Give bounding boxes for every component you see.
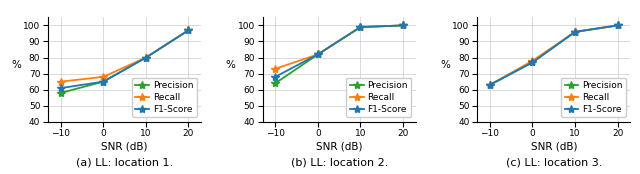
Recall (142, 57, 150, 59)
Text: (c) LL: location 3.: (c) LL: location 3. (506, 157, 602, 167)
Precision (142, 57, 150, 59)
Precision (399, 24, 407, 26)
Recall (57, 81, 65, 83)
F1-Score (99, 81, 107, 83)
Line: F1-Score: F1-Score (56, 26, 193, 92)
Y-axis label: %: % (440, 60, 451, 70)
Legend: Precision, Recall, F1-Score: Precision, Recall, F1-Score (132, 78, 196, 117)
Recall (399, 24, 407, 26)
Recall (614, 24, 621, 26)
Precision (99, 81, 107, 83)
Line: Recall: Recall (486, 21, 622, 89)
Precision (57, 92, 65, 94)
F1-Score (356, 26, 364, 28)
Legend: Precision, Recall, F1-Score: Precision, Recall, F1-Score (346, 78, 412, 117)
F1-Score (529, 61, 536, 63)
Line: F1-Score: F1-Score (271, 21, 407, 81)
X-axis label: SNR (dB): SNR (dB) (531, 141, 577, 151)
F1-Score (486, 84, 493, 86)
X-axis label: SNR (dB): SNR (dB) (101, 141, 148, 151)
Recall (356, 26, 364, 28)
Recall (572, 31, 579, 33)
F1-Score (142, 57, 150, 59)
Precision (486, 84, 493, 86)
Precision (529, 61, 536, 63)
Precision (572, 31, 579, 33)
Text: (b) LL: location 2.: (b) LL: location 2. (291, 157, 388, 167)
F1-Score (399, 24, 407, 26)
Recall (271, 68, 279, 70)
Precision (314, 53, 322, 55)
Line: Precision: Precision (271, 21, 407, 87)
Recall (99, 76, 107, 78)
Text: (a) LL: location 1.: (a) LL: location 1. (76, 157, 173, 167)
Line: Recall: Recall (56, 26, 193, 86)
Legend: Precision, Recall, F1-Score: Precision, Recall, F1-Score (561, 78, 626, 117)
Recall (314, 53, 322, 55)
F1-Score (614, 24, 621, 26)
F1-Score (572, 31, 579, 33)
Recall (185, 29, 193, 31)
Recall (486, 84, 493, 86)
Precision (356, 26, 364, 28)
Line: Precision: Precision (56, 26, 193, 97)
Line: Precision: Precision (486, 21, 622, 89)
Precision (271, 82, 279, 84)
Y-axis label: %: % (226, 60, 236, 70)
Precision (614, 24, 621, 26)
Line: F1-Score: F1-Score (486, 21, 622, 89)
Line: Recall: Recall (271, 21, 407, 73)
F1-Score (185, 29, 193, 31)
X-axis label: SNR (dB): SNR (dB) (316, 141, 362, 151)
F1-Score (271, 76, 279, 78)
Y-axis label: %: % (12, 60, 21, 70)
F1-Score (314, 53, 322, 55)
F1-Score (57, 87, 65, 89)
Precision (185, 29, 193, 31)
Recall (529, 60, 536, 62)
